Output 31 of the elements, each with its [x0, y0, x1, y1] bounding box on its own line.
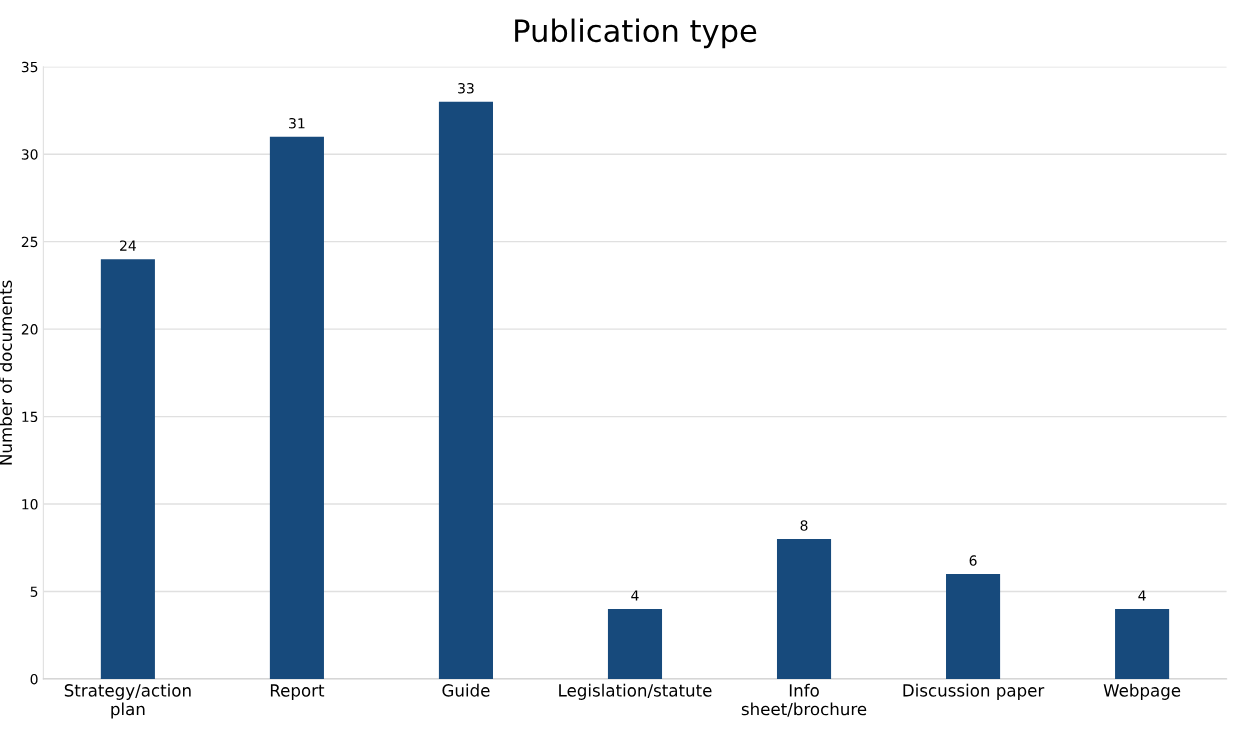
bar [438, 101, 493, 679]
y-axis-title: Number of documents [0, 280, 13, 465]
chart-title: Publication type [515, 18, 757, 49]
bar [607, 608, 663, 679]
x-tick-label: Report [270, 684, 325, 700]
y-tick-label: 15 [22, 411, 38, 423]
y-tick-label: 0 [30, 673, 38, 685]
bar [100, 259, 155, 679]
y-tick-label: 10 [22, 499, 38, 510]
data-label: 4 [631, 590, 639, 601]
x-tick-label: Webpage [1103, 683, 1181, 700]
y-tick-label: 35 [21, 61, 38, 73]
x-tick-label: Guide [442, 683, 490, 697]
x-tick-label: Discussion paper [903, 683, 1045, 700]
y-tick-label: 30 [21, 149, 38, 160]
data-label: 31 [289, 117, 305, 129]
data-label: 8 [800, 520, 808, 531]
x-tick-label: Legislation/statute [559, 683, 712, 700]
bar [269, 136, 324, 679]
data-label: 33 [458, 83, 474, 94]
bar [946, 573, 1001, 679]
x-tick-label: Strategy/action plan [64, 683, 191, 719]
data-label: 6 [969, 555, 977, 566]
bar [1115, 608, 1170, 679]
data-label: 4 [1138, 590, 1146, 601]
data-label: 24 [120, 240, 136, 251]
x-tick-label: Info sheet/brochure [741, 683, 867, 717]
bar [776, 539, 832, 679]
y-tick-label: 20 [21, 324, 38, 335]
y-tick-label: 5 [30, 586, 38, 597]
y-tick-label: 25 [21, 236, 38, 248]
